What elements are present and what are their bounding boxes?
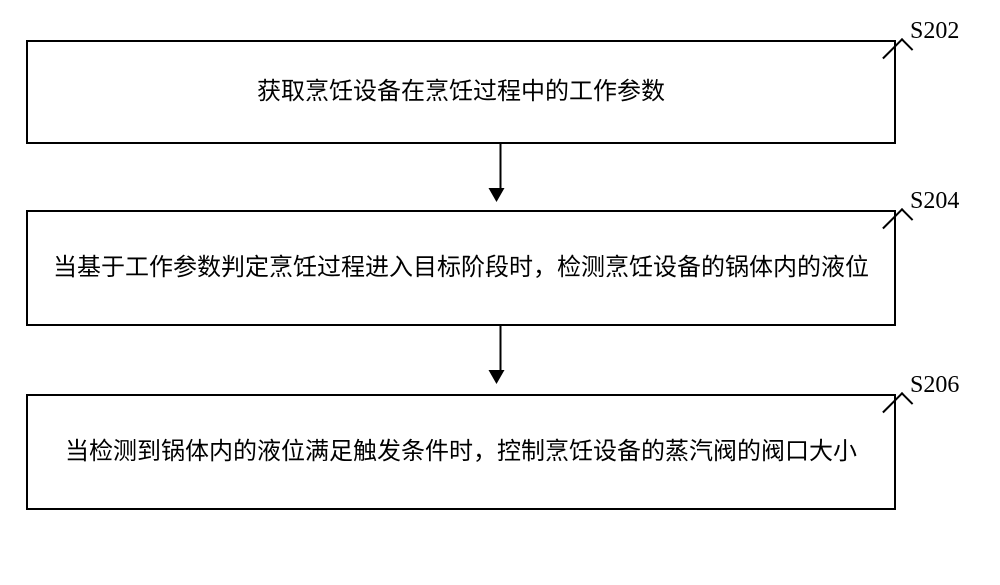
box-text: 当基于工作参数判定烹饪过程进入目标阶段时，检测烹饪设备的锅体内的液位 xyxy=(53,250,869,286)
flowchart-container: 获取烹饪设备在烹饪过程中的工作参数 S202 当基于工作参数判定烹饪过程进入目标… xyxy=(0,0,1000,585)
flow-arrow xyxy=(496,144,505,202)
flowchart-box-s204: 当基于工作参数判定烹饪过程进入目标阶段时，检测烹饪设备的锅体内的液位 xyxy=(26,210,896,326)
step-label-s206: S206 xyxy=(910,372,959,399)
box-text: 获取烹饪设备在烹饪过程中的工作参数 xyxy=(257,74,665,110)
flow-arrow xyxy=(496,326,505,384)
box-text: 当检测到锅体内的液位满足触发条件时，控制烹饪设备的蒸汽阀的阀口大小 xyxy=(65,434,857,470)
flowchart-box-s206: 当检测到锅体内的液位满足触发条件时，控制烹饪设备的蒸汽阀的阀口大小 xyxy=(26,394,896,510)
step-label-s202: S202 xyxy=(910,18,959,45)
flowchart-box-s202: 获取烹饪设备在烹饪过程中的工作参数 xyxy=(26,40,896,144)
step-label-s204: S204 xyxy=(910,188,959,215)
